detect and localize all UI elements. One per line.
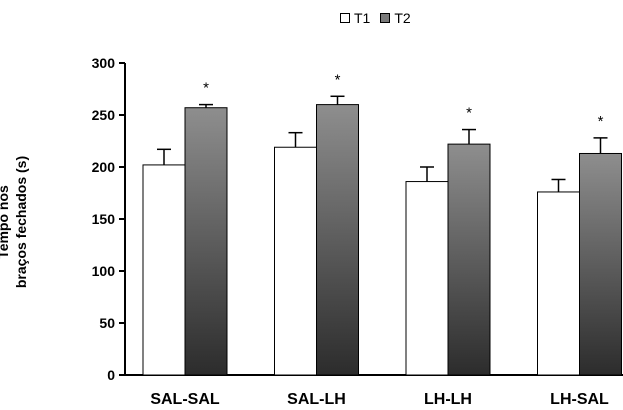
significance-marker: * [598,113,604,130]
significance-marker: * [203,80,209,97]
y-tick-label: 50 [99,315,115,331]
bar-t1 [142,164,186,376]
y-tick-label: 200 [92,159,116,175]
bar-t1 [274,146,317,376]
legend-label-t2: T2 [394,10,411,26]
y-tick-label: 150 [92,211,116,227]
legend-swatch-t1 [340,13,350,23]
legend: T1 T2 [340,10,411,26]
y-tick-label: 250 [92,107,116,123]
x-category-label: SAL-SAL [150,391,220,408]
bar-t2 [316,104,359,376]
bar-t1 [537,191,580,376]
y-tick-label: 300 [92,55,116,71]
bar-t2 [579,152,622,376]
bar-t2 [447,143,491,376]
y-tick-label: 0 [107,367,115,383]
legend-swatch-t2 [380,13,391,23]
bar-t1 [405,181,449,376]
legend-label-t1: T1 [354,10,371,26]
significance-marker: * [335,71,341,88]
significance-marker: * [466,105,472,122]
x-category-label: LH-LH [424,391,472,408]
y-tick-label: 100 [92,263,116,279]
x-category-label: LH-SAL [550,391,609,408]
x-category-label: SAL-LH [287,391,346,408]
bar-t2 [184,107,228,376]
